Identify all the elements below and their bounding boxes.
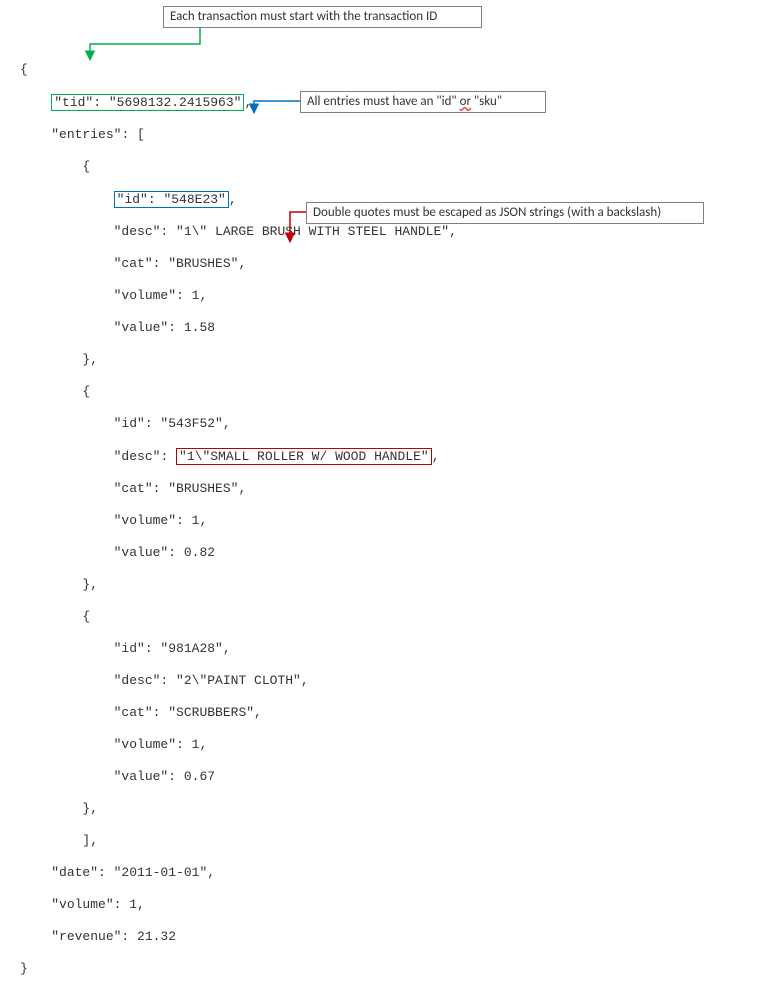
callout-id-text-post: "sku" <box>471 94 502 109</box>
date-line: "date": "2011-01-01", <box>51 865 215 880</box>
code-line: "tid": "5698132.2415963", <box>20 94 457 111</box>
desc-highlight-box: "1\"SMALL ROLLER W/ WOOD HANDLE" <box>176 448 432 465</box>
code-line: "value": 1.58 <box>20 320 457 336</box>
code-line: "value": 0.67 <box>20 769 457 785</box>
e2-vol: "volume": 1, <box>114 513 208 528</box>
code-line: "volume": 1, <box>20 737 457 753</box>
code-line: "date": "2011-01-01", <box>20 865 457 881</box>
code-line: "desc": "2\"PAINT CLOTH", <box>20 673 457 689</box>
code-line: } <box>20 961 457 977</box>
callout-tid: Each transaction must start with the tra… <box>163 6 482 28</box>
volume-line: "volume": 1, <box>51 897 145 912</box>
entries-key: "entries" <box>51 127 121 142</box>
e1-val: "value": 1.58 <box>114 320 215 335</box>
code-line: { <box>20 609 457 625</box>
code-line: "id": "543F52", <box>20 416 457 432</box>
code-line: "volume": 1, <box>20 513 457 529</box>
e3-vol: "volume": 1, <box>114 737 208 752</box>
code-line: "desc": "1\"SMALL ROLLER W/ WOOD HANDLE"… <box>20 448 457 465</box>
e2-val: "value": 0.82 <box>114 545 215 560</box>
tid-key: "tid" <box>54 95 93 110</box>
e2-desc-key: "desc" <box>114 449 161 464</box>
code-line: "revenue": 21.32 <box>20 929 457 945</box>
e3-val: "value": 0.67 <box>114 769 215 784</box>
code-line: { <box>20 62 457 78</box>
code-line: "value": 0.82 <box>20 545 457 561</box>
code-line: "volume": 1, <box>20 897 457 913</box>
json-code-block: { "tid": "5698132.2415963", "entries": [… <box>20 46 457 993</box>
code-line: }, <box>20 352 457 368</box>
tid-highlight-box: "tid": "5698132.2415963" <box>51 94 244 111</box>
e2-desc-val: "1\"SMALL ROLLER W/ WOOD HANDLE" <box>179 449 429 464</box>
e1-vol: "volume": 1, <box>114 288 208 303</box>
revenue-line: "revenue": 21.32 <box>51 929 176 944</box>
id-highlight-box: "id": "548E23" <box>114 191 229 208</box>
code-line: }, <box>20 577 457 593</box>
callout-id-text-or: or <box>460 94 471 109</box>
e3-cat: "cat": "SCRUBBERS", <box>114 705 262 720</box>
code-line: ], <box>20 833 457 849</box>
code-line: "cat": "SCRUBBERS", <box>20 705 457 721</box>
code-line: { <box>20 384 457 400</box>
e3-id: "id": "981A28", <box>114 641 231 656</box>
code-line: "desc": "1\" LARGE BRUSH WITH STEEL HAND… <box>20 224 457 240</box>
code-line: "id": "548E23", <box>20 191 457 208</box>
code-line: "id": "981A28", <box>20 641 457 657</box>
code-line: "entries": [ <box>20 127 457 143</box>
callout-tid-text: Each transaction must start with the tra… <box>170 9 437 24</box>
e1-cat: "cat": "BRUSHES", <box>114 256 247 271</box>
code-line: "cat": "BRUSHES", <box>20 481 457 497</box>
code-line: { <box>20 159 457 175</box>
e3-desc: "desc": "2\"PAINT CLOTH", <box>114 673 309 688</box>
e2-cat: "cat": "BRUSHES", <box>114 481 247 496</box>
tid-value: "5698132.2415963" <box>109 95 242 110</box>
code-line: }, <box>20 801 457 817</box>
e1-id-key: "id" <box>117 192 148 207</box>
e2-id: "id": "543F52", <box>114 416 231 431</box>
code-line: "cat": "BRUSHES", <box>20 256 457 272</box>
e1-id-val: "548E23" <box>163 192 225 207</box>
code-line: "volume": 1, <box>20 288 457 304</box>
